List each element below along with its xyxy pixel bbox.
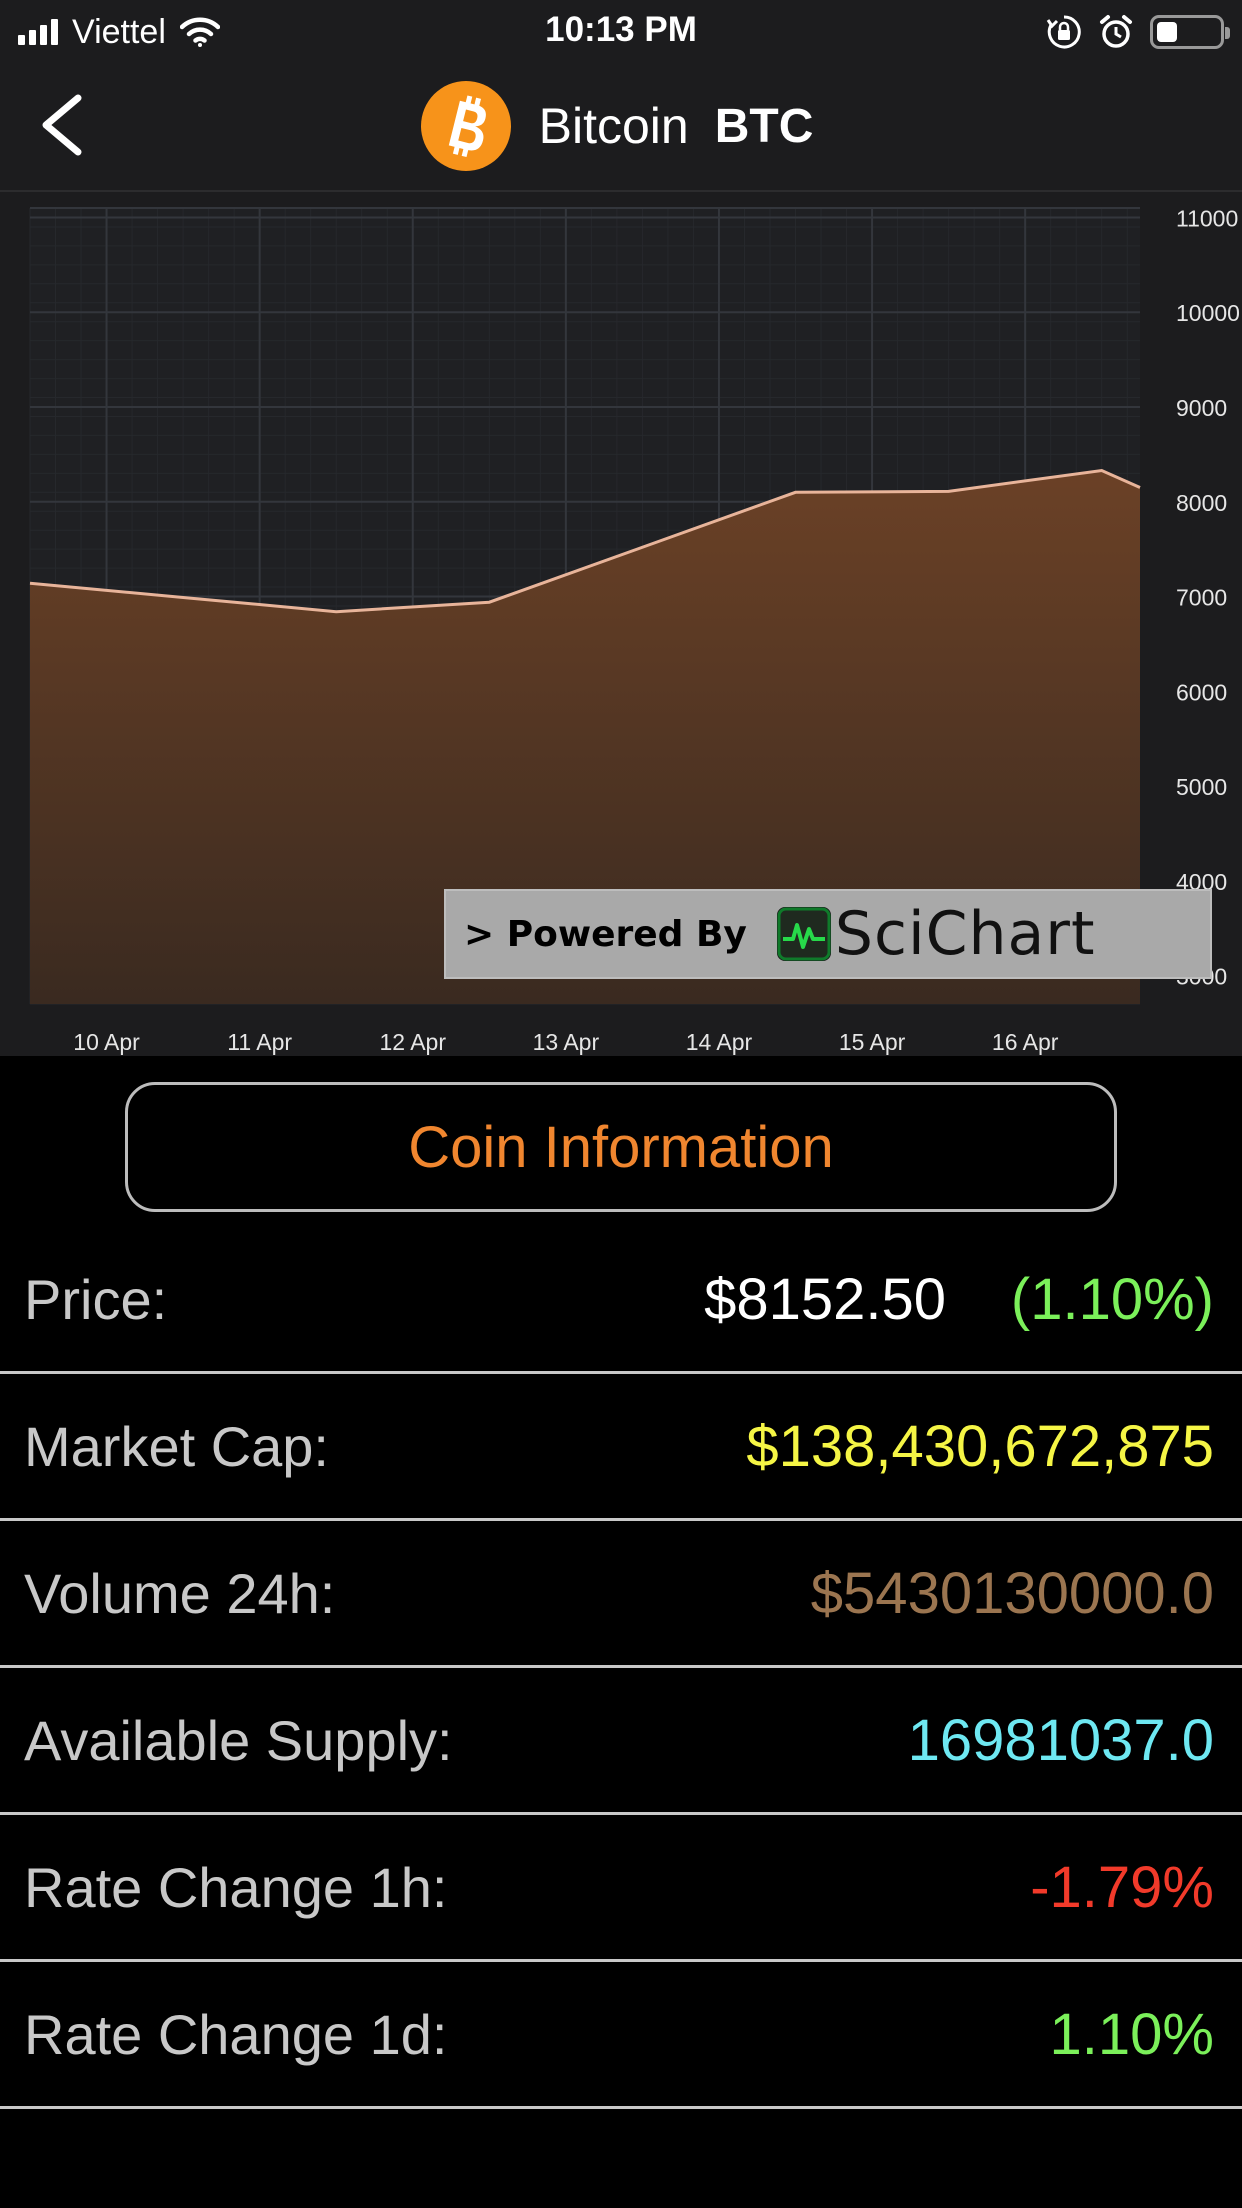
rate-change-1h-value: -1.79% (1030, 1854, 1214, 1920)
back-chevron-icon[interactable] (30, 90, 100, 160)
market-cap-value: $138,430,672,875 (746, 1413, 1214, 1479)
volume-24h-row: Volume 24h: $5430130000.0 (0, 1521, 1242, 1668)
price-chart[interactable]: 3000400050006000700080009000100001100010… (0, 192, 1242, 1056)
coin-symbol: BTC (714, 99, 814, 153)
x-axis-tick-label: 16 Apr (992, 1029, 1059, 1055)
x-axis-tick-label: 10 Apr (73, 1029, 140, 1055)
price-row: Price: $8152.50 (1.10%) (0, 1227, 1242, 1374)
watermark-prefix: > Powered By (464, 913, 747, 955)
navigation-bar: Bitcoin BTC (0, 62, 1242, 192)
nav-title: Bitcoin BTC (0, 76, 1242, 176)
battery-icon (1150, 15, 1230, 49)
orientation-lock-icon (1046, 15, 1081, 49)
y-axis-tick-label: 8000 (1176, 490, 1227, 516)
volume-24h-value: $5430130000.0 (810, 1560, 1214, 1626)
rate-change-1d-value: 1.10% (1049, 2001, 1214, 2067)
y-axis-tick-label: 10000 (1176, 300, 1240, 326)
scichart-watermark: > Powered By SciChart (444, 889, 1212, 979)
rate-change-1d-row: Rate Change 1d: 1.10% (0, 1962, 1242, 2109)
status-time: 10:13 PM (545, 10, 697, 49)
scichart-logo-icon (776, 907, 831, 961)
market-cap-row: Market Cap: $138,430,672,875 (0, 1374, 1242, 1521)
watermark-brand: SciChart (834, 899, 1096, 969)
coin-info-list: Price: $8152.50 (1.10%) Market Cap: $138… (0, 1227, 1242, 2109)
carrier-name: Viettel (72, 12, 166, 51)
y-axis-tick-label: 5000 (1176, 774, 1227, 800)
market-cap-label: Market Cap: (24, 1414, 329, 1478)
available-supply-label: Available Supply: (24, 1708, 453, 1772)
bitcoin-logo-icon (420, 81, 511, 171)
price-area-fill (30, 470, 1140, 1004)
volume-24h-label: Volume 24h: (24, 1561, 336, 1625)
alarm-icon (1100, 15, 1132, 48)
price-label: Price: (24, 1267, 168, 1331)
rate-change-1h-row: Rate Change 1h: -1.79% (0, 1815, 1242, 1962)
coin-information-button[interactable]: Coin Information (125, 1082, 1117, 1212)
status-right (1046, 12, 1230, 52)
coin-name: Bitcoin (538, 98, 689, 154)
rate-change-1h-label: Rate Change 1h: (24, 1855, 448, 1919)
y-axis-tick-label: 9000 (1176, 395, 1227, 421)
wifi-icon (179, 17, 220, 47)
x-axis-tick-label: 12 Apr (380, 1029, 447, 1055)
available-supply-value: 16981037.0 (907, 1707, 1214, 1773)
available-supply-row: Available Supply: 16981037.0 (0, 1668, 1242, 1815)
cellular-signal-icon (18, 19, 58, 45)
y-axis-tick-label: 7000 (1176, 585, 1227, 611)
x-axis-tick-label: 11 Apr (227, 1029, 292, 1055)
x-axis-tick-label: 15 Apr (839, 1029, 906, 1055)
rate-change-1d-label: Rate Change 1d: (24, 2002, 448, 2066)
status-left: Viettel (18, 12, 220, 52)
price-chart-svg[interactable]: 3000400050006000700080009000100001100010… (0, 192, 1242, 1056)
status-bar: Viettel 10:13 PM (0, 0, 1242, 62)
price-value: $8152.50 (704, 1266, 946, 1332)
y-axis-tick-label: 6000 (1176, 679, 1227, 705)
x-axis-tick-label: 14 Apr (686, 1029, 753, 1055)
x-axis-tick-label: 13 Apr (533, 1029, 600, 1055)
price-change-value: (1.10%) (1010, 1266, 1214, 1332)
y-axis-tick-label: 11000 (1176, 205, 1238, 231)
